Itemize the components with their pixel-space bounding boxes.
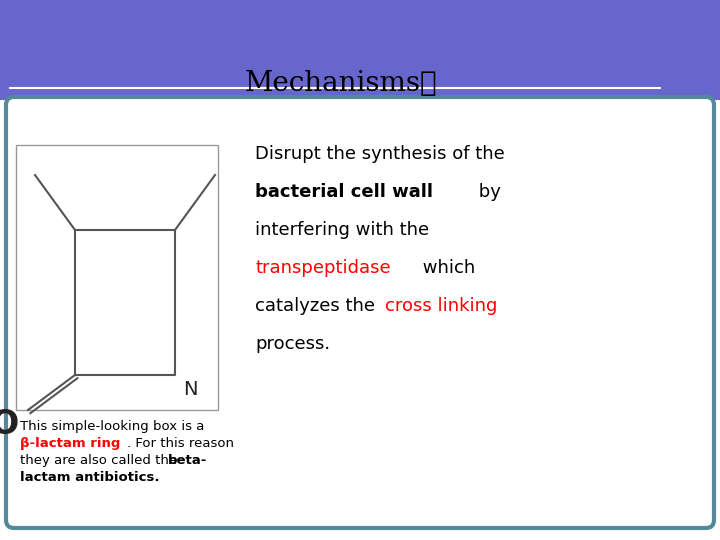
- Bar: [16, 145, 218, 410]
- Text: bacterial cell wall: bacterial cell wall: [255, 183, 433, 201]
- Text: which: which: [417, 259, 475, 277]
- Text: beta-: beta-: [168, 454, 207, 467]
- Text: by: by: [473, 183, 501, 201]
- Text: they are also called the: they are also called the: [20, 454, 181, 467]
- Text: lactam antibiotics.: lactam antibiotics.: [20, 471, 160, 484]
- Text: Mechanisms：: Mechanisms：: [245, 70, 438, 97]
- Bar: [0, 0, 720, 100]
- Text: transpeptidase: transpeptidase: [255, 259, 391, 277]
- Text: N: N: [183, 380, 197, 399]
- Text: catalyzes the: catalyzes the: [255, 297, 381, 315]
- FancyBboxPatch shape: [6, 97, 714, 528]
- Text: Disrupt the synthesis of the: Disrupt the synthesis of the: [255, 145, 505, 163]
- Text: interfering with the: interfering with the: [255, 221, 429, 239]
- Text: O: O: [0, 408, 19, 442]
- Text: process.: process.: [255, 335, 330, 353]
- Text: . For this reason: . For this reason: [127, 437, 234, 450]
- Text: cross linking: cross linking: [385, 297, 498, 315]
- Text: This simple-looking box is a: This simple-looking box is a: [20, 420, 204, 433]
- Text: β-lactam ring: β-lactam ring: [20, 437, 120, 450]
